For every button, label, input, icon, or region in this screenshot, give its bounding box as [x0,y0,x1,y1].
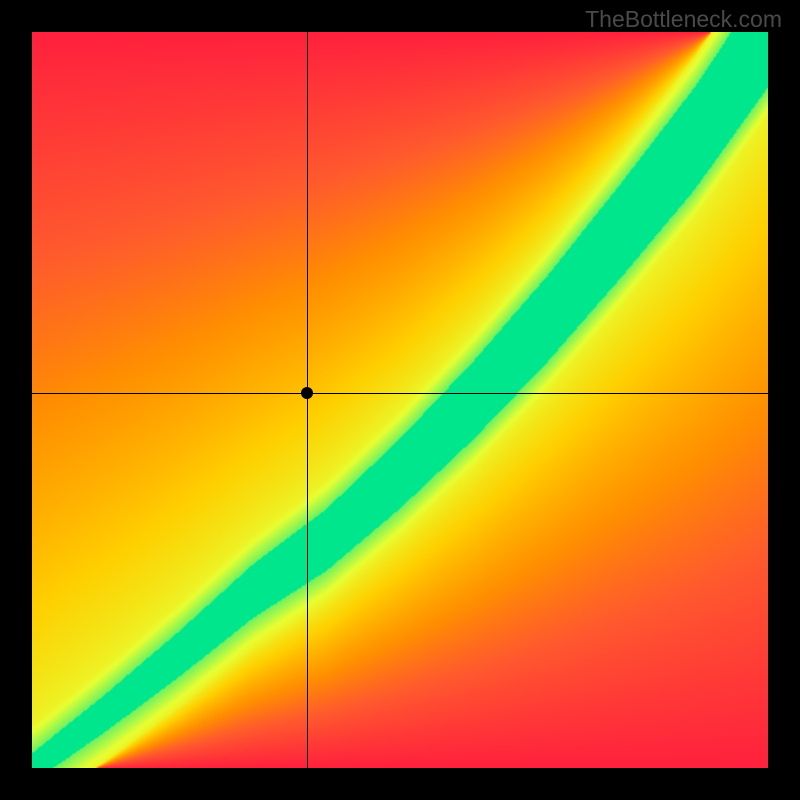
heatmap-canvas [32,32,768,768]
crosshair-marker [301,387,313,399]
crosshair-vertical [307,32,308,768]
watermark-text: TheBottleneck.com [585,6,782,33]
crosshair-horizontal [32,393,768,394]
heatmap-plot [32,32,768,768]
